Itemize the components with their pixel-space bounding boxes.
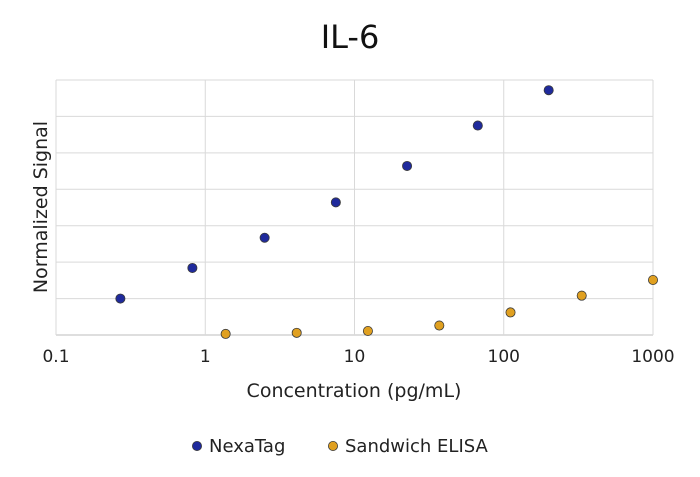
data-point [434,320,445,331]
data-point [220,328,231,339]
data-point [543,85,554,96]
x-tick-label: 100 [488,347,520,367]
x-tick-label: 1 [200,347,211,367]
data-point [115,293,126,304]
legend-label: NexaTag [209,436,285,457]
y-axis-label: Normalized Signal [30,121,52,293]
data-points [115,85,659,339]
chart-title: IL-6 [321,18,380,56]
data-point [362,325,373,336]
x-axis-label: Concentration (pg/mL) [247,380,462,402]
legend-label: Sandwich ELISA [345,436,489,457]
data-point [330,197,341,208]
grid [55,79,654,336]
data-point [291,327,302,338]
data-point [402,160,413,171]
data-point [187,262,198,273]
x-tick-label: 1000 [631,347,674,367]
x-tick-labels: 0.1 1 10 100 1000 [42,347,674,367]
x-tick-label: 10 [344,347,366,367]
data-point [576,290,587,301]
legend-marker [191,440,202,451]
x-tick-label: 0.1 [42,347,69,367]
legend: NexaTag Sandwich ELISA [191,436,489,457]
data-point [648,274,659,285]
data-point [505,307,516,318]
data-point [259,232,270,243]
legend-marker [327,440,338,451]
data-point [472,120,483,131]
